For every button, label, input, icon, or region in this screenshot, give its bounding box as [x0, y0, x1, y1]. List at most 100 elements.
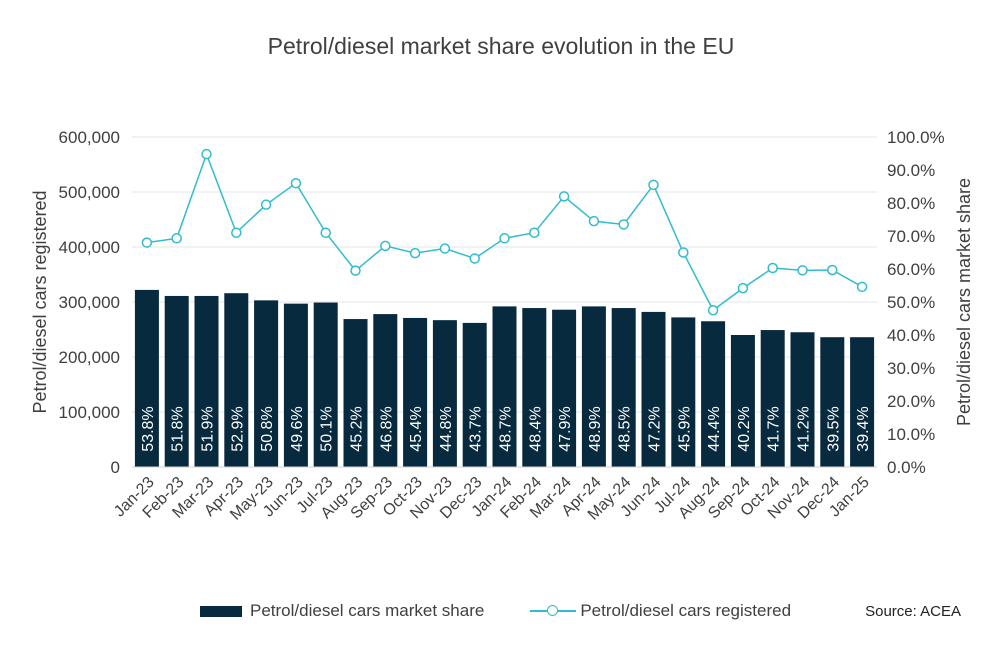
bar: [760, 330, 785, 467]
y-right-tick-label: 80.0%: [887, 194, 935, 213]
bar: [462, 322, 487, 467]
line-point: [469, 253, 480, 264]
bar: [790, 332, 815, 467]
line-point: [350, 265, 361, 276]
bar: [283, 303, 308, 467]
line-point: [201, 148, 212, 160]
line-point: [588, 215, 600, 227]
bar: [164, 295, 189, 467]
bar-data-label: 50.1%: [319, 406, 336, 451]
bar: [641, 311, 666, 467]
bar-data-label: 45.9%: [676, 406, 693, 451]
line-point: [737, 282, 749, 294]
bar: [492, 306, 517, 467]
line-point: [380, 240, 391, 252]
bar: [432, 320, 457, 467]
line-point: [618, 219, 629, 230]
bar-data-label: 43.7%: [468, 406, 485, 451]
line-point: [678, 247, 689, 258]
bar: [194, 295, 219, 467]
y-right-axis-title: Petrol/diesel cars market share: [954, 178, 974, 426]
bar: [552, 309, 577, 467]
bar: [730, 335, 755, 467]
y-right-tick-label: 40.0%: [887, 326, 935, 345]
bar: [611, 308, 636, 467]
legend-swatch-bar: [200, 605, 242, 617]
y-left-axis-title: Petrol/diesel cars registered: [30, 190, 50, 413]
bar-data-label: 45.4%: [408, 406, 425, 451]
line-point: [439, 243, 451, 254]
bar-data-label: 39.4%: [855, 406, 872, 451]
line-point: [409, 247, 421, 259]
bar-data-label: 44.8%: [438, 406, 455, 451]
bar: [820, 337, 845, 467]
y-right-tick-label: 90.0%: [887, 161, 935, 180]
y-left-tick-label: 0: [111, 458, 120, 477]
bar: [313, 302, 338, 467]
line-point: [290, 177, 302, 189]
bar-data-label: 41.2%: [796, 406, 813, 451]
y-right-tick-label: 70.0%: [887, 227, 935, 246]
bar: [522, 308, 547, 467]
line-point: [707, 305, 719, 316]
y-right-tick-label: 30.0%: [887, 359, 935, 378]
bar: [850, 337, 875, 467]
series-line: [146, 151, 863, 312]
bar: [134, 289, 159, 467]
bar-data-label: 50.8%: [259, 406, 276, 451]
legend-item-line: Petrol/diesel cars registered: [530, 601, 791, 621]
y-right-tick-label: 20.0%: [887, 392, 935, 411]
y-right-tick-label: 10.0%: [887, 425, 935, 444]
bar: [701, 321, 726, 467]
bar-data-label: 45.2%: [349, 406, 366, 451]
y-left-tick-label: 500,000: [59, 183, 120, 202]
bar-data-label: 41.7%: [766, 406, 783, 451]
legend-label-line: Petrol/diesel cars registered: [580, 601, 792, 620]
y-right-tick-label: 50.0%: [887, 293, 935, 312]
bar-data-label: 40.2%: [736, 406, 753, 451]
legend-label-bars: Petrol/diesel cars market share: [250, 601, 485, 620]
bar-data-label: 53.8%: [140, 406, 157, 451]
bar: [581, 306, 606, 467]
bar: [403, 317, 428, 467]
y-left-tick-label: 300,000: [59, 293, 120, 312]
line-point: [648, 179, 659, 191]
bar: [254, 300, 279, 467]
source-note: Source: ACEA: [865, 603, 961, 620]
bar: [373, 314, 398, 467]
bar-data-label: 46.8%: [378, 406, 395, 451]
bar-data-label: 47.2%: [647, 406, 664, 451]
bar-data-label: 52.9%: [229, 406, 246, 451]
bar-data-label: 49.6%: [289, 406, 306, 451]
legend-item-bars: Petrol/diesel cars market share: [200, 601, 484, 621]
bar-data-label: 48.5%: [617, 406, 634, 451]
bar-data-label: 47.9%: [557, 406, 574, 451]
y-right-tick-label: 0.0%: [887, 458, 926, 477]
chart-title: Petrol/diesel market share evolution in …: [267, 33, 735, 59]
bar-data-label: 39.5%: [825, 406, 842, 451]
y-right-tick-label: 100.0%: [887, 128, 945, 147]
bar-data-label: 51.8%: [170, 406, 187, 451]
line-point: [260, 199, 272, 210]
line-point: [231, 227, 242, 238]
legend-swatch-line: [530, 605, 577, 617]
bar-data-label: 48.7%: [498, 406, 515, 451]
y-left-tick-label: 100,000: [59, 403, 120, 422]
bar: [343, 319, 368, 467]
line-point: [141, 237, 153, 248]
bar: [224, 293, 249, 467]
line-point: [171, 233, 182, 244]
line-point: [320, 227, 331, 238]
bar-data-label: 48.4%: [527, 406, 544, 451]
legend: Petrol/diesel cars market share Petrol/d…: [200, 601, 791, 621]
line-point: [529, 227, 540, 238]
line-point: [558, 191, 570, 202]
line-point: [797, 265, 808, 276]
y-left-tick-label: 400,000: [59, 238, 120, 257]
bar-data-label: 44.4%: [706, 406, 723, 451]
bar-data-label: 51.9%: [200, 406, 217, 451]
line-point: [856, 281, 868, 293]
y-left-tick-label: 200,000: [59, 348, 120, 367]
bar: [671, 317, 696, 467]
